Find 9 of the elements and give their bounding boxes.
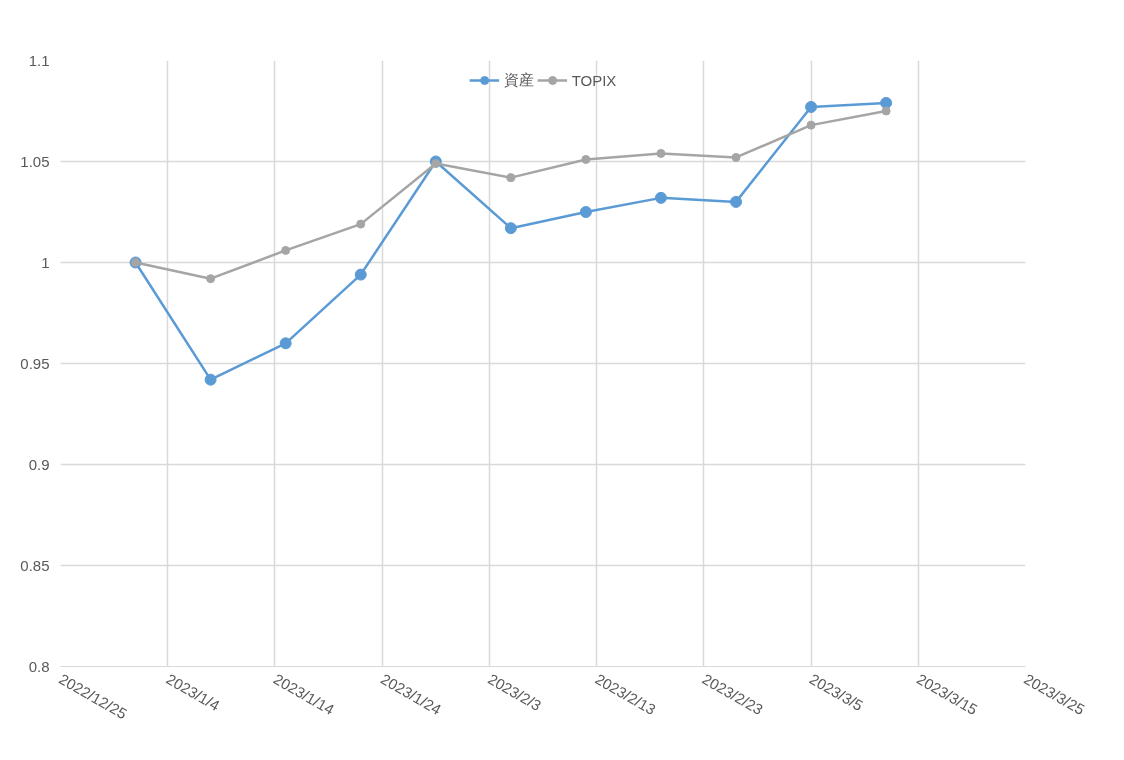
y-tick-label: 0.9 [28,455,50,473]
legend-label: TOPIX [571,71,617,89]
y-tick-label: 1.1 [28,51,50,69]
y-tick-label: 1.05 [20,152,50,170]
y-tick-label: 0.8 [28,657,50,675]
legend-label: 資産 [503,70,534,90]
y-tick-label: 0.85 [20,556,50,574]
y-tick-label: 0.95 [20,354,50,372]
y-tick-label: 1 [41,253,50,271]
